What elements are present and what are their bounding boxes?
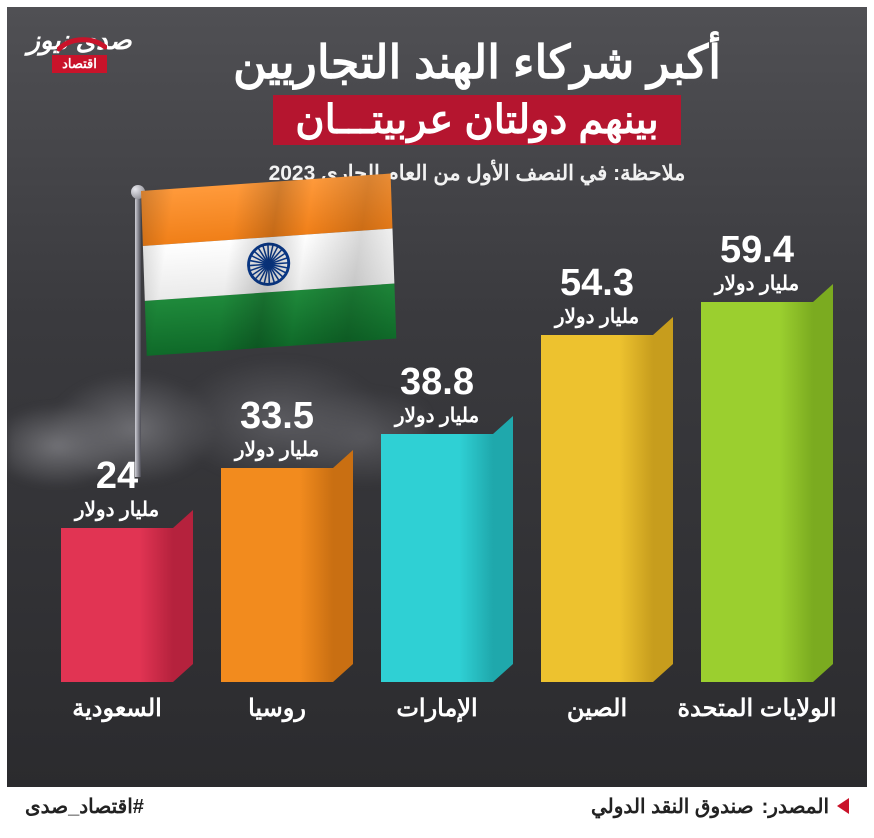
bar-value-unit: مليار دولار xyxy=(395,403,479,428)
source-value: صندوق النقد الدولي xyxy=(591,794,754,819)
bar-front-face xyxy=(61,528,173,682)
bar-shape xyxy=(541,335,653,682)
bar-shape xyxy=(381,434,493,682)
headline-line2: بينهم دولتان عربيتـــان xyxy=(273,95,680,145)
publisher-logo: صدى نيوز اقتصاد xyxy=(27,27,132,73)
title-block: أكبر شركاء الهند التجاريين بينهم دولتان … xyxy=(157,35,797,186)
bar-side-face xyxy=(653,317,673,682)
bar-label: الإمارات xyxy=(396,694,477,723)
bar-label: روسيا xyxy=(248,694,306,723)
bar-side-face xyxy=(813,284,833,682)
logo-section-badge: اقتصاد xyxy=(52,55,107,73)
bar-shape xyxy=(61,528,173,682)
bar-value-number: 33.5 xyxy=(235,397,319,435)
bar-item: 59.4مليار دولارالولايات المتحدة xyxy=(682,231,832,723)
bar-item: 54.3مليار دولار الصين xyxy=(522,264,672,723)
bar-label: الولايات المتحدة xyxy=(677,694,836,723)
bar-side-face xyxy=(173,510,193,682)
bar-front-face xyxy=(221,468,333,682)
bar-front-face xyxy=(541,335,653,682)
source-label: المصدر: xyxy=(762,794,829,819)
source-citation: المصدر: صندوق النقد الدولي xyxy=(591,794,849,819)
bar-chart: 59.4مليار دولارالولايات المتحدة54.3مليار… xyxy=(7,183,867,723)
footer-bar: المصدر: صندوق النقد الدولي #اقتصاد_صدى xyxy=(7,787,867,825)
infographic-canvas: صدى نيوز اقتصاد أكبر شركاء الهند التجاري… xyxy=(7,7,867,787)
bar-side-face xyxy=(493,416,513,682)
bar-value: 59.4مليار دولار xyxy=(715,231,799,296)
bar-side-face xyxy=(333,450,353,682)
bar-item: 33.5مليار دولار روسيا xyxy=(202,397,352,723)
bar-value-unit: مليار دولار xyxy=(555,304,639,329)
bar-item: 38.8مليار دولار الإمارات xyxy=(362,363,512,723)
bar-shape xyxy=(701,302,813,682)
bar-value-number: 38.8 xyxy=(395,363,479,401)
bar-front-face xyxy=(701,302,813,682)
hashtag: #اقتصاد_صدى xyxy=(25,794,144,819)
bar-item: 24مليار دولار السعودية xyxy=(42,457,192,723)
bar-value-unit: مليار دولار xyxy=(235,437,319,462)
bar-value-number: 59.4 xyxy=(715,231,799,269)
bar-value: 24مليار دولار xyxy=(75,457,159,522)
logo-wordmark: صدى نيوز xyxy=(27,27,132,53)
bar-value: 33.5مليار دولار xyxy=(235,397,319,462)
bar-value-number: 54.3 xyxy=(555,264,639,302)
headline-line1: أكبر شركاء الهند التجاريين xyxy=(157,35,797,89)
bar-value-number: 24 xyxy=(75,457,159,495)
bar-label: الصين xyxy=(567,694,627,723)
bar-front-face xyxy=(381,434,493,682)
bar-shape xyxy=(221,468,333,682)
bar-label: السعودية xyxy=(72,694,162,723)
logo-swoosh-icon xyxy=(57,35,107,55)
source-marker-icon xyxy=(837,798,849,814)
bar-value: 38.8مليار دولار xyxy=(395,363,479,428)
bar-value: 54.3مليار دولار xyxy=(555,264,639,329)
bar-value-unit: مليار دولار xyxy=(715,271,799,296)
bar-value-unit: مليار دولار xyxy=(75,497,159,522)
